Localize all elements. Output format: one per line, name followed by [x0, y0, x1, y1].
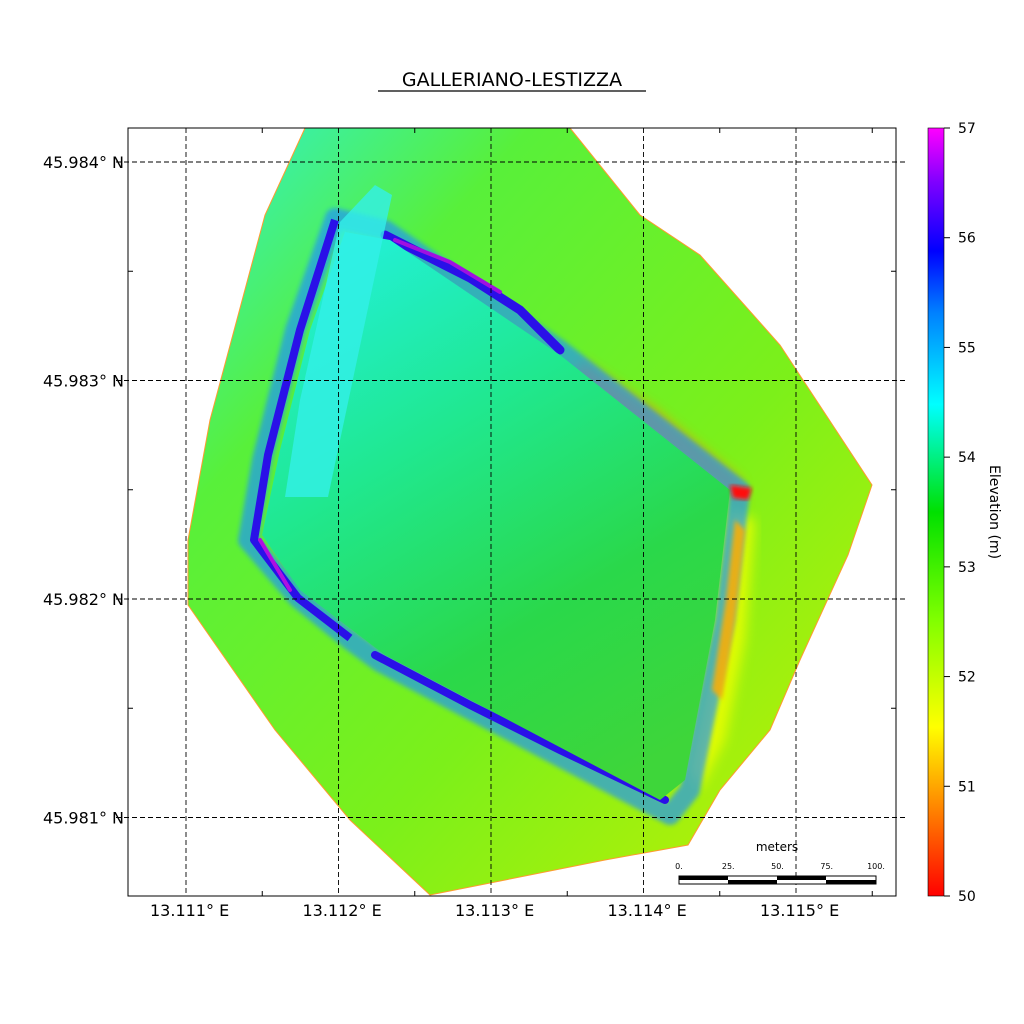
scale-bar-labels: 0. 25. 50. 75. 100.: [675, 862, 885, 871]
plot-frame: [127, 127, 897, 897]
colorbar-tick-label: 53: [958, 560, 976, 576]
scale-bar-label: 50.: [771, 862, 784, 871]
colorbar-tick-label: 51: [958, 779, 976, 795]
colorbar: 57 56 55 54 53 52 51 50 Elevation (m): [927, 121, 1002, 905]
interior-basin: [262, 232, 730, 800]
scale-bar: meters 0. 25. 50. 75. 100.: [675, 840, 885, 885]
latitude-tick-label: 45.981° N: [43, 809, 124, 828]
embankment-crest-south: [371, 651, 669, 804]
embankment-crest: [250, 218, 353, 642]
colorbar-tick-label: 56: [958, 231, 976, 247]
longitude-tick-label: 13.115° E: [760, 901, 839, 920]
embankment-outer: [238, 208, 750, 825]
orange-trench-east: [712, 520, 745, 700]
colorbar-tick-label: 52: [958, 670, 976, 686]
colorbar-ticks: 57 56 55 54 53 52 51 50: [944, 121, 976, 905]
longitude-labels: 13.111° E 13.112° E 13.113° E 13.114° E 13.1…: [150, 901, 839, 920]
colorbar-tick-label: 54: [958, 450, 976, 466]
latitude-labels: 45.984° N 45.983° N 45.982° N 45.981° N: [43, 153, 124, 828]
scale-bar-label: 0.: [675, 862, 683, 871]
elevation-surface: [187, 128, 873, 896]
scale-bar-label: 100.: [867, 862, 885, 871]
latitude-tick-label: 45.982° N: [43, 590, 124, 609]
longitude-tick-label: 13.114° E: [608, 901, 687, 920]
scale-bar-label: 25.: [722, 862, 735, 871]
scale-bar-label: 75.: [820, 862, 833, 871]
colorbar-tick-label: 57: [958, 121, 976, 137]
scale-bar-segment-3: [777, 876, 826, 880]
longitude-tick-label: 13.112° E: [303, 901, 382, 920]
graticule: [116, 128, 908, 896]
colorbar-ramp: [927, 127, 945, 897]
scale-bar-title: meters: [756, 840, 798, 854]
colorbar-label: Elevation (m): [986, 465, 1002, 559]
colorbar-tick-label: 50: [958, 889, 976, 905]
embankment-peak: [393, 238, 502, 294]
embankment-crest-north: [380, 230, 565, 355]
scale-bar-segment-1: [679, 876, 728, 880]
scale-bar-segment-2: [728, 880, 777, 884]
latitude-tick-label: 45.983° N: [43, 372, 124, 391]
red-low-spot: [730, 485, 752, 500]
longitude-tick-label: 13.113° E: [455, 901, 534, 920]
map-title: GALLERIANO-LESTIZZA: [402, 69, 622, 91]
latitude-tick-label: 45.984° N: [43, 153, 124, 172]
longitude-tick-label: 13.111° E: [150, 901, 229, 920]
colorbar-tick-label: 55: [958, 340, 976, 356]
embankment-peak-west: [258, 538, 292, 592]
scale-bar-segment-4: [826, 880, 876, 884]
